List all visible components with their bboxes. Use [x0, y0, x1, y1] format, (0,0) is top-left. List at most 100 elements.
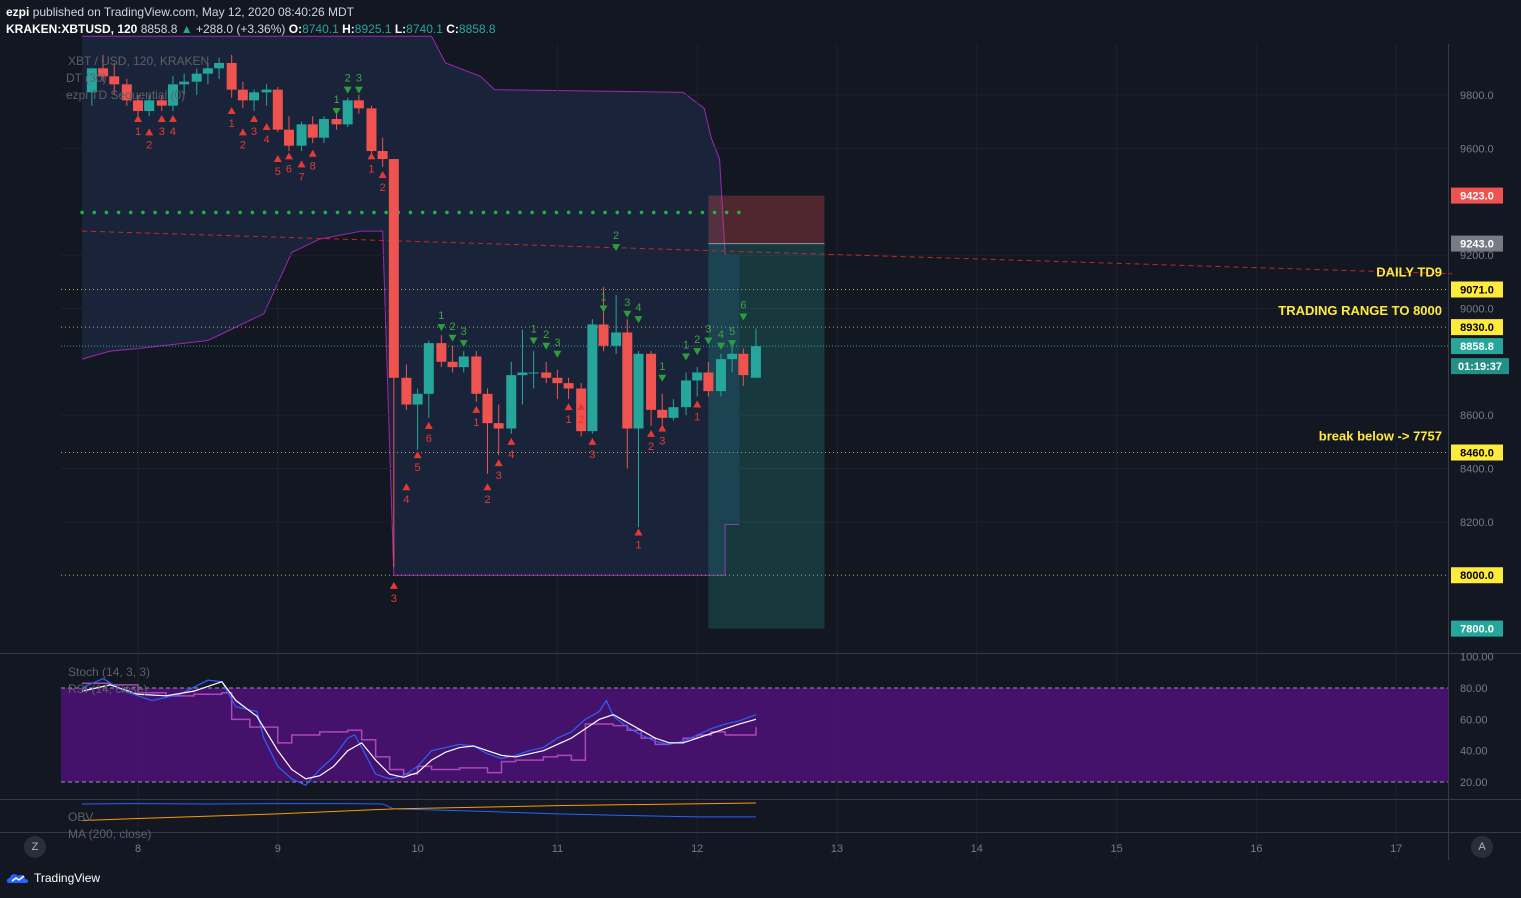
price-badge[interactable] — [1451, 319, 1503, 336]
resistance-dot — [287, 210, 291, 215]
candle-body — [506, 375, 517, 429]
price-badge[interactable] — [1451, 620, 1503, 637]
close-value: 8858.8 — [458, 22, 496, 36]
resistance-dot — [639, 210, 644, 215]
price-badge[interactable] — [1451, 235, 1503, 252]
resistance-dot — [469, 210, 474, 215]
td-sell-triangle — [542, 342, 551, 350]
resistance-dot — [481, 210, 486, 215]
low-value: 8740.1 — [406, 22, 443, 36]
price-badge[interactable] — [1451, 567, 1503, 584]
td-buy-triangle — [424, 421, 433, 429]
symbol-name[interactable]: KRAKEN:XBTUSD, 120 — [6, 22, 138, 36]
stoch-rsi-pane[interactable] — [61, 677, 1448, 786]
td-sell-count: 2 — [694, 334, 700, 346]
ma-legend[interactable]: MA (200, close) — [68, 827, 151, 841]
auto-scale-button[interactable]: A — [1471, 836, 1493, 858]
stoch-legend[interactable]: Stoch (14, 3, 3) — [68, 665, 150, 679]
price-badge[interactable] — [1451, 187, 1503, 204]
td-buy-triangle — [308, 149, 317, 157]
resistance-dot — [712, 210, 717, 215]
td-buy-triangle — [402, 483, 411, 491]
price-badge-label: 8858.8 — [1460, 341, 1494, 353]
resistance-dot — [201, 210, 206, 215]
stop-loss-zone[interactable] — [708, 195, 825, 244]
oscillator-axis[interactable]: 100.00 80.00 60.00 40.00 20.00 — [1460, 652, 1494, 789]
obv-pane[interactable] — [82, 802, 756, 821]
candle-body — [353, 100, 364, 109]
candle-body — [214, 62, 225, 69]
td-buy-count: 3 — [391, 593, 397, 605]
trend-line[interactable] — [82, 230, 1453, 275]
resistance-dot — [299, 210, 303, 215]
price-badge-label: 9243.0 — [1460, 239, 1494, 251]
candle-body — [423, 343, 434, 394]
td-buy-count: 3 — [251, 126, 257, 138]
cloud-logo-icon — [6, 874, 29, 883]
resistance-dot — [408, 210, 413, 215]
candle-body — [167, 84, 178, 106]
td-buy-triangle — [647, 429, 656, 437]
resistance-dot — [80, 210, 84, 215]
candle-body — [738, 353, 749, 376]
td-buy-count: 1 — [135, 126, 141, 138]
candle-body — [750, 346, 761, 378]
time-axis[interactable]: 8 9 10 11 12 13 14 15 16 17 — [135, 843, 1402, 855]
td-sell-triangle — [354, 86, 363, 94]
time-tick-label: 8 — [135, 843, 141, 855]
td-buy-triangle — [494, 459, 503, 467]
indicator-legend-dt[interactable]: DT (30) — [66, 71, 106, 85]
price-badge-label: 8930.0 — [1460, 322, 1494, 334]
resistance-dot — [189, 210, 194, 215]
chart-annotation[interactable]: DAILY TD9 — [1376, 264, 1442, 279]
profit-target-zone[interactable] — [708, 243, 825, 629]
time-tick-label: 11 — [552, 843, 563, 855]
resistance-dot — [420, 210, 425, 215]
td-sell-count: 1 — [531, 323, 537, 335]
chart-annotation[interactable]: TRADING RANGE TO 8000 — [1278, 303, 1442, 318]
rsi-legend[interactable]: RSI (14, close) — [68, 682, 147, 696]
td-buy-count: 2 — [240, 139, 246, 151]
author-name[interactable]: ezpi — [6, 5, 30, 19]
resistance-dot — [432, 210, 437, 215]
td-sell-count: 2 — [543, 329, 549, 341]
td-sell-count: 2 — [449, 321, 455, 333]
resistance-dot — [664, 210, 668, 215]
price-badge[interactable] — [1451, 338, 1503, 355]
zoom-button[interactable]: Z — [24, 836, 46, 858]
chart-annotation[interactable]: break below -> 7757 — [1319, 429, 1442, 444]
text-annotations: DAILY TD9 TRADING RANGE TO 8000 break belo… — [1278, 264, 1442, 443]
candle-body — [715, 359, 726, 392]
resistance-dots — [80, 210, 741, 215]
resistance-dot — [165, 210, 170, 215]
price-axis[interactable]: 9800.0 9600.0 9200.0 9000.0 8600.0 8400.0 8200… — [1451, 90, 1509, 637]
td-sell-triangle — [529, 337, 538, 345]
td-sell-count: 3 — [461, 326, 467, 338]
daily-trend-line[interactable] — [82, 230, 1453, 275]
candle-body — [331, 119, 342, 125]
resistance-dot — [688, 210, 693, 215]
price-badge[interactable] — [1451, 444, 1503, 461]
resistance-dot — [384, 210, 388, 215]
candle-body — [144, 100, 155, 112]
price-tick-label: 9000.0 — [1460, 303, 1494, 315]
resistance-dot — [591, 210, 595, 215]
resistance-dot — [128, 210, 133, 215]
obv-legend[interactable]: OBV — [68, 810, 93, 824]
td-buy-triangle — [134, 115, 142, 123]
td-buy-triangle — [693, 400, 702, 408]
close-label: C: — [446, 22, 459, 36]
price-badge-label: 7800.0 — [1460, 624, 1494, 636]
td-sell-count: 1 — [333, 94, 339, 106]
candle-body — [552, 377, 563, 384]
risk-reward-box[interactable] — [708, 195, 825, 629]
resistance-dot — [578, 210, 583, 215]
resistance-dot — [530, 210, 534, 215]
td-sell-count: 1 — [659, 361, 665, 373]
tradingview-logo[interactable]: TradingView — [6, 871, 100, 885]
obv-ma-line — [82, 802, 756, 821]
candle-body — [296, 124, 307, 146]
price-badge[interactable] — [1451, 281, 1503, 298]
indicator-legend-td[interactable]: ezpi TD Sequential (0) — [66, 88, 185, 102]
